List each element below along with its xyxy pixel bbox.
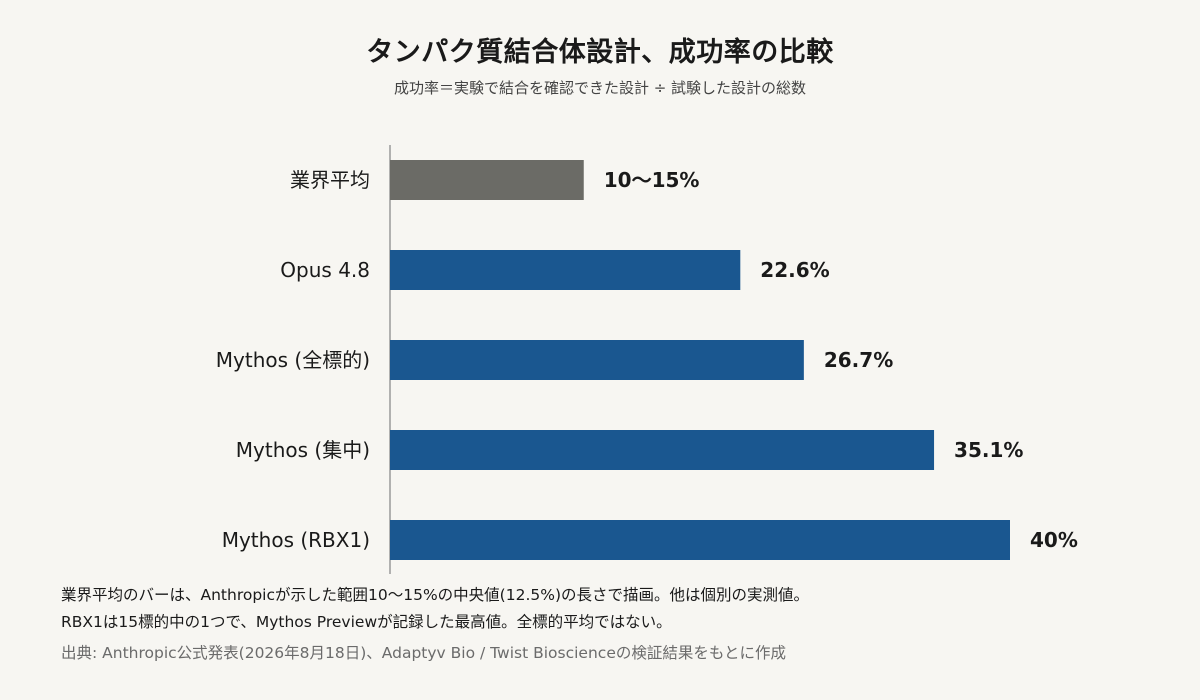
category-label-4: Mythos (RBX1) — [222, 528, 370, 552]
chart-title: タンパク質結合体設計、成功率の比較 — [366, 37, 834, 68]
category-label-2: Mythos (全標的) — [216, 348, 370, 372]
bar-2 — [390, 340, 804, 380]
note-line-2: RBX1は15標的中の1つで、Mythos Previewが記録した最高値。全標… — [61, 613, 672, 631]
category-label-3: Mythos (集中) — [236, 438, 370, 462]
chart-subtitle: 成功率＝実験で結合を確認できた設計 ÷ 試験した設計の総数 — [393, 79, 807, 97]
note-line-1: 業界平均のバーは、Anthropicが示した範囲10〜15%の中央値(12.5%… — [61, 586, 810, 604]
source-note: 出典: Anthropic公式発表(2026年8月18日)、Adaptyv Bi… — [61, 644, 787, 662]
bar-4 — [390, 520, 1010, 560]
category-label-0: 業界平均 — [290, 168, 370, 192]
value-label-4: 40% — [1030, 528, 1078, 552]
chart-notes: 業界平均のバーは、Anthropicが示した範囲10〜15%の中央値(12.5%… — [61, 582, 1161, 667]
value-label-2: 26.7% — [824, 348, 893, 372]
bar-0 — [390, 160, 584, 200]
bar-1 — [390, 250, 741, 290]
value-label-3: 35.1% — [954, 438, 1023, 462]
value-label-1: 22.6% — [760, 258, 829, 282]
bar-3 — [390, 430, 935, 470]
value-label-0: 10〜15% — [604, 168, 700, 192]
category-label-1: Opus 4.8 — [280, 258, 370, 282]
